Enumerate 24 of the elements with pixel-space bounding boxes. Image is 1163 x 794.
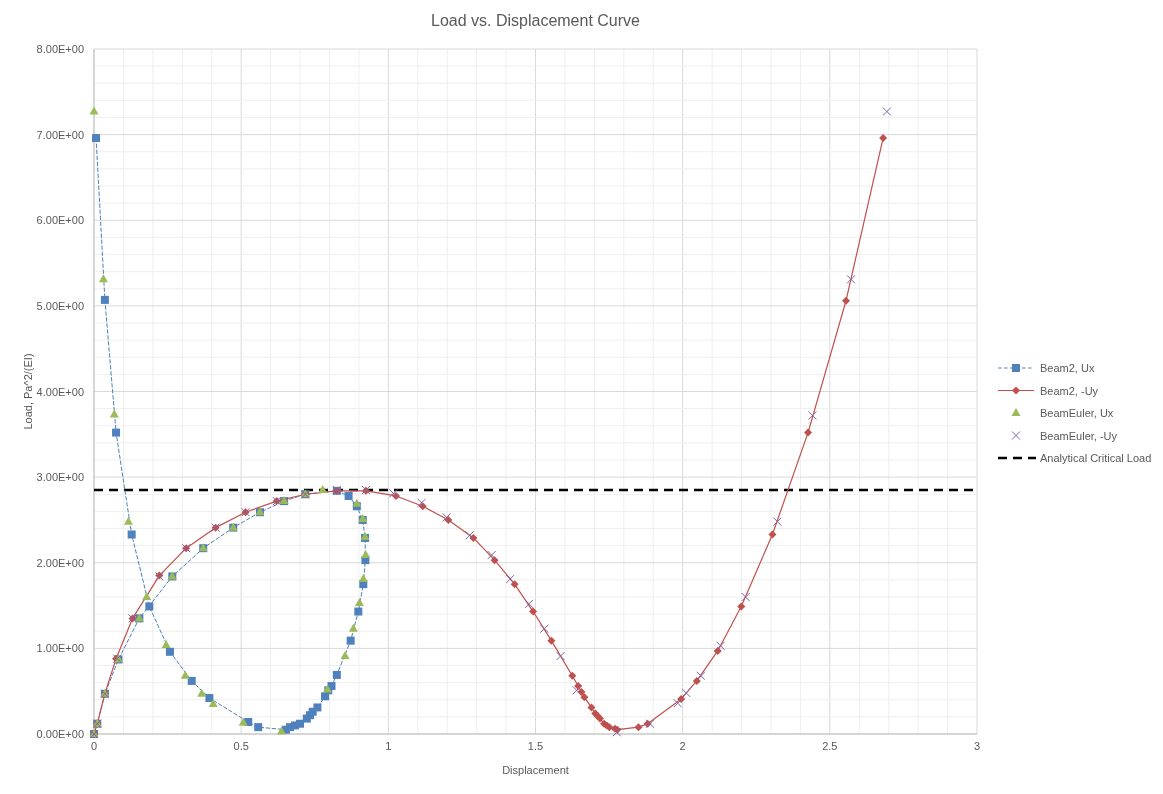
x-tick-label: 1.5 <box>527 740 544 752</box>
legend-label: Beam2, -Uy <box>1040 384 1099 397</box>
legend-label: Analytical Critical Load <box>1040 452 1152 464</box>
y-tick-label: 1.00E+00 <box>36 642 84 655</box>
y-tick-label: 8.00E+00 <box>36 43 84 55</box>
legend-label: BeamEuler, -Uy <box>1040 429 1118 442</box>
x-tick-label: 0.5 <box>233 740 249 752</box>
y-tick-label: 2.00E+00 <box>36 556 84 569</box>
chart-title: Load vs. Displacement Curve <box>431 12 641 29</box>
y-tick-label: 5.00E+00 <box>36 299 84 312</box>
x-axis-title: Displacement <box>502 764 569 776</box>
legend-label: Beam2, Ux <box>1040 362 1095 374</box>
x-tick-label: 3 <box>973 740 981 752</box>
x-tick-label: 1 <box>385 740 392 752</box>
y-axis-title: Load, Pa^2/(EI) <box>22 353 34 430</box>
x-tick-label: 0 <box>90 740 98 752</box>
y-tick-label: 6.00E+00 <box>36 214 84 227</box>
y-tick-label: 4.00E+00 <box>36 385 84 398</box>
y-tick-label: 0.00E+00 <box>36 728 84 740</box>
x-tick-label: 2 <box>679 740 686 752</box>
y-tick-label: 3.00E+00 <box>36 471 84 484</box>
y-tick-label: 7.00E+00 <box>36 128 84 141</box>
x-tick-label: 2.5 <box>822 740 838 752</box>
legend-label: BeamEuler, Ux <box>1040 407 1114 419</box>
